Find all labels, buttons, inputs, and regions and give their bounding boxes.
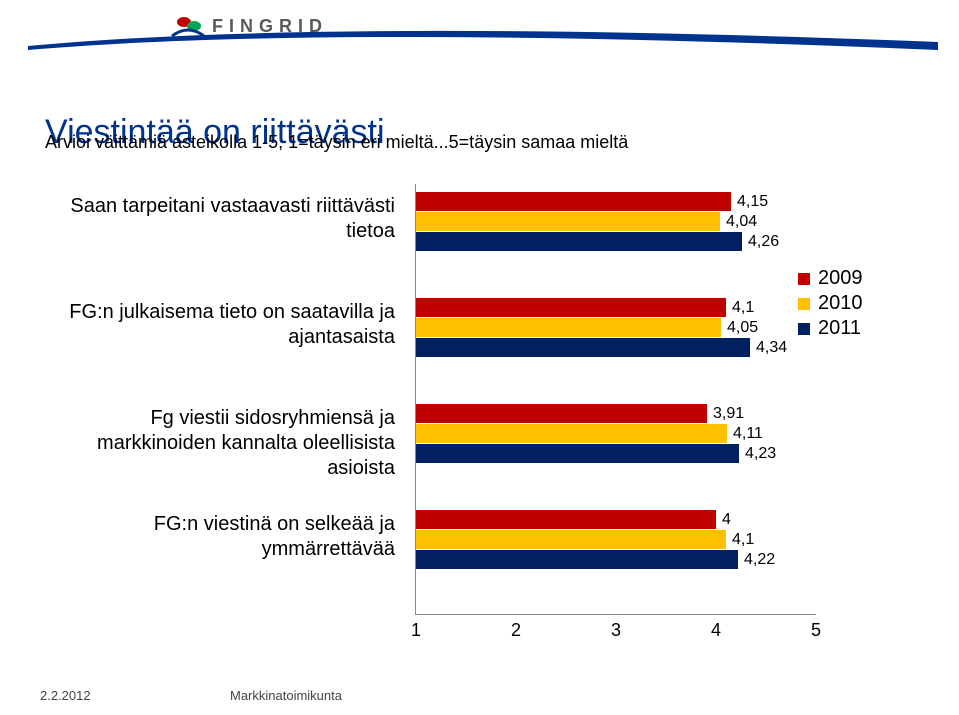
bar-value-label: 4,1: [732, 531, 754, 549]
category-label: FG:n julkaisema tieto on saatavilla ja a…: [45, 300, 395, 350]
bar-value-label: 3,91: [713, 405, 744, 423]
legend-item: 2010: [798, 292, 863, 315]
bar-value-label: 4,04: [726, 213, 757, 231]
bar-value-label: 4: [722, 511, 731, 529]
bar-2010: [416, 530, 726, 549]
bar-2011: [416, 232, 742, 251]
bar-2009: [416, 298, 726, 317]
bar-2009: [416, 404, 707, 423]
x-tick-label: 3: [611, 620, 621, 641]
legend-label: 2011: [818, 317, 861, 340]
chart-subtitle: Arvioi väittämiä asteikolla 1-5, 1=täysi…: [45, 132, 628, 153]
bar-value-label: 4,11: [733, 425, 763, 443]
logo-text: FINGRID: [212, 16, 328, 37]
bar-value-label: 4,05: [727, 319, 758, 337]
logo-icon: [170, 12, 206, 40]
bar-2011: [416, 550, 738, 569]
legend-item: 2009: [798, 267, 863, 290]
category-label: Saan tarpeitani vastaavasti riittävästi …: [45, 194, 395, 244]
header-swoosh: [28, 10, 938, 50]
bar-value-label: 4,23: [745, 445, 776, 463]
bar-value-label: 4,1: [732, 299, 754, 317]
legend-swatch: [798, 273, 810, 285]
x-tick-label: 5: [811, 620, 821, 641]
plot-area: 4,154,044,264,14,054,343,914,114,2344,14…: [415, 184, 816, 615]
bar-2010: [416, 424, 727, 443]
category-label: Fg viestii sidosryhmiensä ja markkinoide…: [45, 406, 395, 481]
bar-2009: [416, 510, 716, 529]
legend-swatch: [798, 323, 810, 335]
footer-name: Markkinatoimikunta: [230, 688, 342, 703]
x-tick-label: 1: [411, 620, 421, 641]
category-label: FG:n viestinä on selkeää ja ymmärrettävä…: [45, 512, 395, 562]
legend-label: 2010: [818, 292, 863, 315]
chart: 4,154,044,264,14,054,343,914,114,2344,14…: [45, 180, 915, 630]
bar-2011: [416, 338, 750, 357]
bar-value-label: 4,15: [737, 193, 768, 211]
legend: 200920102011: [798, 265, 863, 342]
logo: FINGRID: [170, 12, 328, 40]
bar-2010: [416, 212, 720, 231]
bar-2009: [416, 192, 731, 211]
bar-value-label: 4,22: [744, 551, 775, 569]
x-tick-label: 2: [511, 620, 521, 641]
legend-item: 2011: [798, 317, 863, 340]
bar-value-label: 4,34: [756, 339, 787, 357]
legend-label: 2009: [818, 267, 863, 290]
bar-2010: [416, 318, 721, 337]
bar-value-label: 4,26: [748, 233, 779, 251]
footer-date: 2.2.2012: [40, 688, 91, 703]
x-tick-label: 4: [711, 620, 721, 641]
legend-swatch: [798, 298, 810, 310]
bar-2011: [416, 444, 739, 463]
